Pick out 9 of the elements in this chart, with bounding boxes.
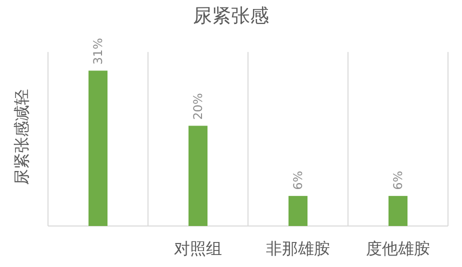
x-tick-label: 非那雄胺 [266, 239, 330, 258]
data-label: 31% [91, 38, 105, 65]
chart-title: 尿紧张感 [193, 5, 269, 27]
data-label: 20% [191, 93, 205, 120]
x-tick-label: 对照组 [174, 239, 222, 258]
data-label: 6% [391, 170, 405, 190]
x-tick-label: 度他雄胺 [366, 239, 430, 258]
data-label: 6% [291, 170, 305, 190]
y-axis-title: 尿紧张感减轻 [12, 89, 31, 185]
